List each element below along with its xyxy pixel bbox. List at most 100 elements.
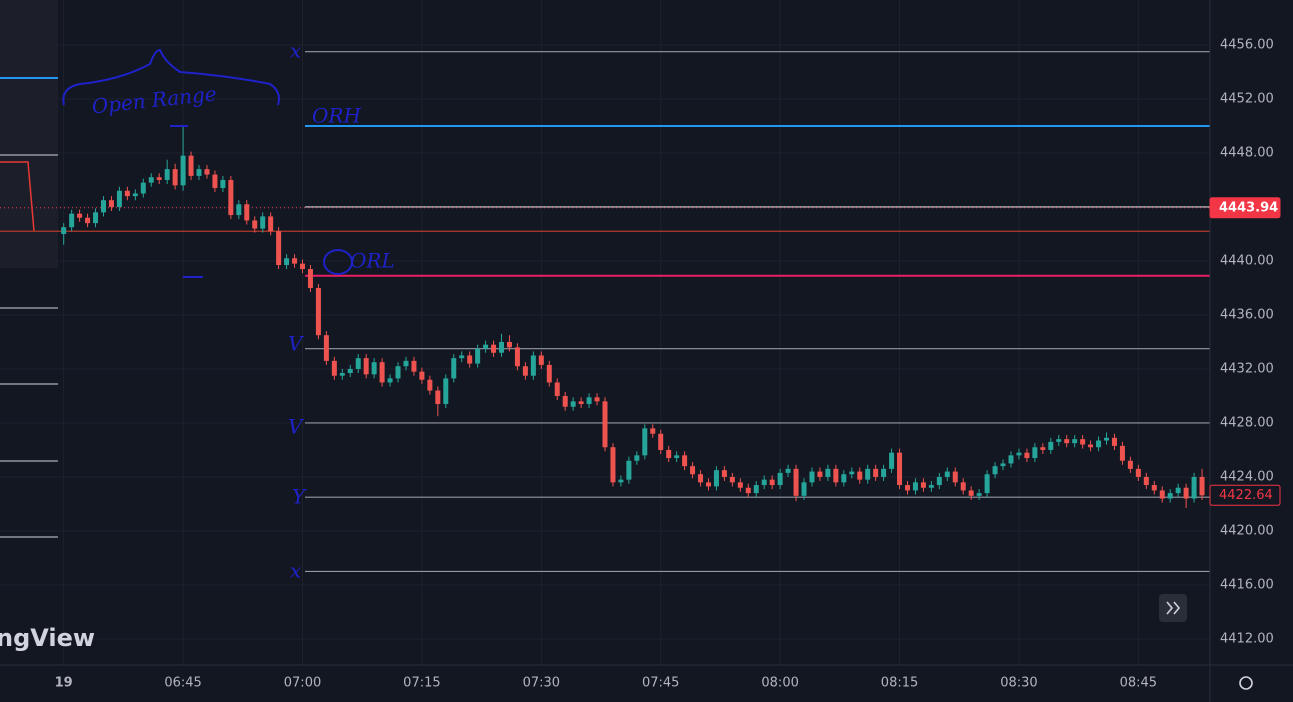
x-tick-label: 07:30 [523, 676, 560, 691]
candle-body [315, 287, 321, 336]
handwritten-circle [323, 249, 353, 275]
candle-body [1016, 452, 1022, 456]
x-tick-label: 07:15 [403, 676, 440, 691]
candle-body [339, 372, 345, 376]
candle-body [1056, 439, 1062, 442]
candle-body [1159, 490, 1165, 499]
candle-body [276, 231, 282, 266]
y-tick-label: 4432.00 [1220, 361, 1274, 376]
candle-body [77, 213, 83, 218]
candle-body [347, 368, 353, 373]
candle-body [467, 355, 473, 364]
x-tick-label: 07:45 [642, 676, 679, 691]
handwritten-brace [62, 48, 280, 106]
candle-body [475, 348, 481, 364]
candle-body [1008, 455, 1014, 464]
handwritten-note: V [288, 415, 305, 439]
scroll-icon [1166, 601, 1181, 615]
candle-body [1135, 468, 1141, 477]
candle-body [228, 179, 234, 216]
candle-body [530, 355, 536, 376]
candle-body [801, 482, 807, 496]
x-tick-label: 08:15 [881, 676, 918, 691]
candle-body [1080, 439, 1086, 445]
candle-body [761, 479, 767, 486]
candle-body [698, 474, 704, 483]
candle-body [618, 479, 624, 483]
candle-body [1040, 447, 1046, 450]
candle-body [156, 177, 162, 180]
candle-body [93, 212, 99, 224]
candle-body [873, 468, 879, 477]
y-tick-label: 4456.00 [1220, 37, 1274, 52]
settings-button[interactable] [1239, 676, 1253, 690]
candle-body [124, 190, 130, 197]
candle-body [100, 200, 106, 213]
candle-body [1024, 452, 1030, 459]
candle-body [674, 455, 680, 459]
candle-body [594, 397, 600, 402]
candle-body [682, 455, 688, 467]
candle-body [300, 263, 305, 270]
candle-body [1104, 437, 1110, 441]
x-tick-label: 08:00 [761, 676, 798, 691]
x-tick-label: 07:00 [284, 676, 321, 691]
candle-body [499, 341, 505, 353]
candle-body [705, 482, 711, 487]
candle-body [108, 200, 114, 207]
candle-body [140, 182, 146, 194]
candle-body [936, 476, 942, 486]
candle-body [292, 258, 298, 264]
candle-body [506, 341, 512, 348]
candle-body [427, 379, 433, 391]
candle-body [976, 493, 982, 496]
candle-body [984, 474, 990, 494]
candle-body [1143, 476, 1149, 486]
candle-body [371, 362, 377, 375]
candle-body [1151, 485, 1157, 491]
candle-body [602, 401, 608, 448]
candle-body [323, 335, 329, 361]
y-tick-label: 4440.00 [1220, 253, 1274, 268]
candle-body [634, 455, 640, 461]
candle-body [586, 397, 592, 405]
candle-body [905, 485, 910, 491]
candle-body [745, 487, 751, 494]
candle-body [268, 216, 274, 232]
y-tick-label: 4412.00 [1220, 631, 1274, 646]
candle-body [387, 378, 393, 383]
candle-body [769, 479, 775, 486]
candle-body [666, 449, 672, 459]
handwritten-note: Y [292, 485, 307, 509]
y-tick-label: 4424.00 [1220, 469, 1274, 484]
candle-body [132, 193, 138, 197]
candle-body [196, 169, 202, 176]
candle-body [451, 358, 457, 379]
candle-body [403, 360, 409, 367]
price-badge [1209, 197, 1281, 219]
candle-body [753, 485, 759, 494]
candle-body [833, 468, 839, 483]
handwritten-note: ORH [312, 104, 361, 128]
candle-body [307, 269, 313, 288]
candle-body [912, 482, 918, 491]
candle-body [1088, 444, 1094, 448]
candle-body [284, 258, 290, 266]
price-badge-label: 4443.94 [1219, 200, 1278, 215]
candle-body [713, 470, 719, 487]
candle-body [578, 401, 584, 405]
candle-body [992, 466, 998, 475]
candle-body [443, 378, 449, 405]
candle-body [379, 362, 385, 383]
price-badge-label: 4422.64 [1219, 488, 1273, 503]
candle-body [148, 177, 154, 183]
candle-body [562, 395, 568, 407]
candle-body [737, 482, 743, 488]
candle-body [809, 471, 815, 483]
price-badge [1209, 484, 1281, 506]
candle-body [650, 428, 656, 434]
candle-body [522, 366, 528, 376]
x-tick-label: 06:45 [164, 676, 201, 691]
candle-body [188, 155, 194, 176]
